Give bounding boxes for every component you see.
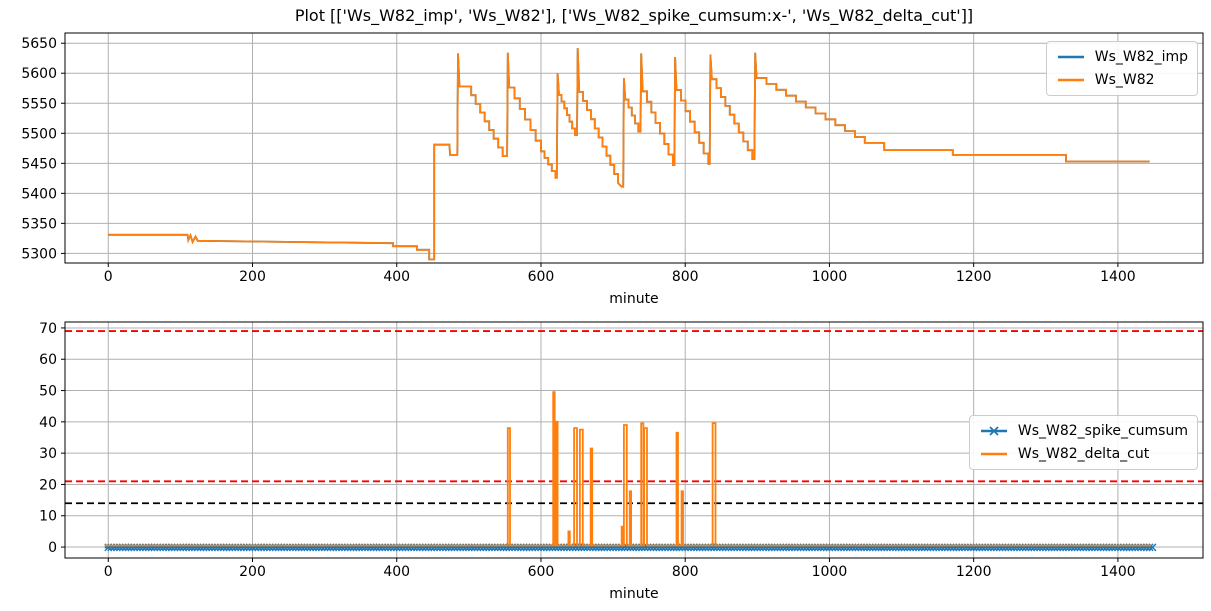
legend-label: Ws_W82_spike_cumsum (1017, 423, 1188, 439)
y-tick-label: 5300 (21, 246, 57, 262)
x-tick-label: 600 (528, 564, 555, 580)
x-tick-label: 200 (239, 564, 266, 580)
axes-top: 0 200 400 600 800 1000 1200 1400 5300 5350 5400 545… (21, 32, 1204, 285)
tick-labels: 0 200 400 600 800 1000 1200 1400 0 10 20 30 40 50 60 70 (39, 321, 1136, 580)
legend-entry-ws-w82-imp: Ws_W82_imp (1056, 47, 1188, 67)
y-tick-label: 70 (39, 321, 57, 337)
y-tick-label: 5600 (21, 66, 57, 82)
y-tick-label: 5350 (21, 216, 57, 232)
legend-line-sample (1057, 78, 1084, 82)
legend-label: Ws_W82_imp (1094, 49, 1188, 65)
series-line-Ws_W82_delta_cut (104, 391, 1152, 547)
y-tick-label: 5550 (21, 96, 57, 112)
x-tick-label: 1000 (812, 269, 848, 285)
legend-bottom: Ws_W82_spike_cumsum Ws_W82_delta_cut (968, 415, 1198, 470)
series-line-Ws_W82_imp (108, 47, 1150, 261)
x-tick-label: 600 (528, 269, 555, 285)
bottom-x-axis-label: minute (609, 586, 659, 602)
chart-title: Plot [['Ws_W82_imp', 'Ws_W82'], ['Ws_W82… (294, 6, 974, 25)
x-tick-label: 1400 (1100, 269, 1136, 285)
axes-frame (64, 321, 1204, 559)
y-tick-label: 40 (39, 415, 57, 431)
y-tick-label: 5400 (21, 186, 57, 202)
x-tick-label: 0 (104, 269, 113, 285)
y-tick-label: 5650 (21, 36, 57, 52)
y-tick-label: 5450 (21, 156, 57, 172)
x-tick-label: 1000 (812, 564, 848, 580)
x-tick-label: 0 (104, 564, 113, 580)
legend-entry-ws-w82: Ws_W82 (1056, 70, 1188, 90)
axes-frame (64, 32, 1204, 264)
legend-line-sample-x-marker (980, 426, 1007, 436)
y-tick-label: 60 (39, 352, 57, 368)
y-tick-label: 5500 (21, 126, 57, 142)
y-tick-label: 30 (39, 446, 57, 462)
x-tick-label: 800 (672, 269, 699, 285)
series-line-Ws_W82 (108, 47, 1150, 261)
x-tick-label: 200 (239, 269, 266, 285)
y-tick-label: 50 (39, 384, 57, 400)
axes-bottom: 0 200 400 600 800 1000 1200 1400 0 10 20 30 40 50 60 70 (39, 321, 1204, 580)
x-tick-label: 400 (383, 269, 410, 285)
y-tick-label: 20 (39, 477, 57, 493)
tick-labels: 0 200 400 600 800 1000 1200 1400 5300 5350 5400 545… (21, 36, 1135, 285)
series-markers-Ws_W82_spike_cumsum (104, 543, 1157, 552)
legend-label: Ws_W82 (1094, 72, 1155, 88)
x-tick-label: 800 (672, 564, 699, 580)
y-tick-label: 10 (39, 509, 57, 525)
top-x-axis-label: minute (609, 291, 659, 307)
x-tick-label: 1200 (956, 564, 992, 580)
x-tick-label: 400 (383, 564, 410, 580)
legend-label: Ws_W82_delta_cut (1017, 446, 1150, 462)
x-tick-label: 1200 (956, 269, 992, 285)
legend-entry-delta-cut: Ws_W82_delta_cut (979, 444, 1188, 464)
legend-line-sample (1057, 55, 1084, 59)
legend-top: Ws_W82_imp Ws_W82 (1045, 41, 1198, 96)
grid (65, 33, 1203, 263)
x-tick-label: 1400 (1100, 564, 1136, 580)
legend-entry-spike-cumsum: Ws_W82_spike_cumsum (979, 421, 1188, 441)
y-tick-label: 0 (48, 540, 57, 556)
legend-line-sample (980, 452, 1007, 456)
